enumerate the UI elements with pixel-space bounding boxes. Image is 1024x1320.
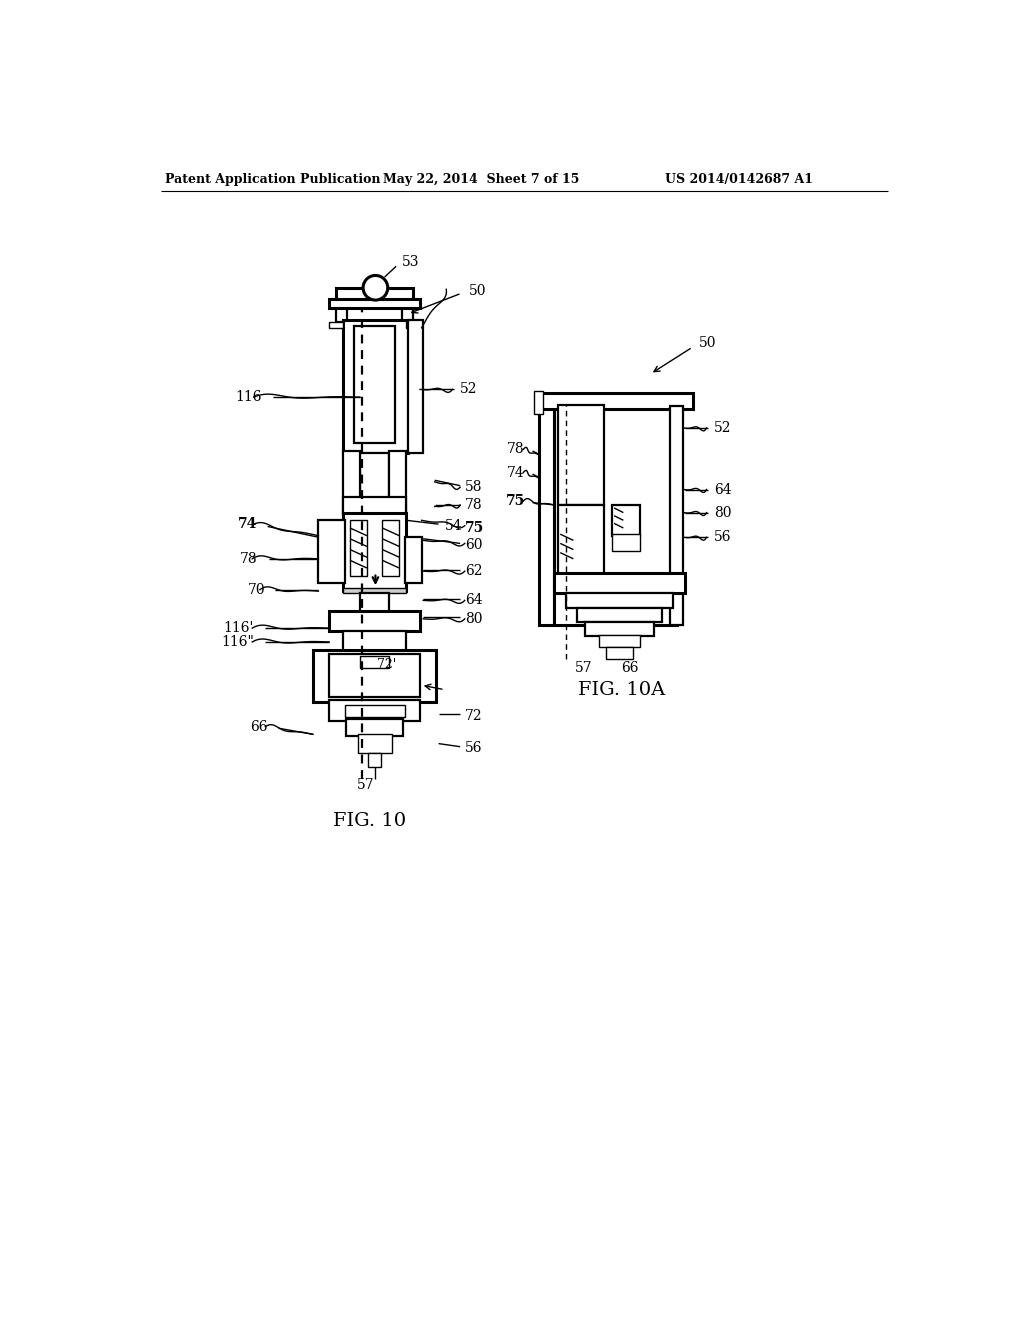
Bar — [343, 512, 407, 591]
Bar — [670, 405, 683, 626]
Text: FIG. 10: FIG. 10 — [333, 812, 406, 829]
Bar — [330, 655, 420, 697]
Bar — [354, 326, 395, 444]
Bar — [389, 451, 407, 515]
Text: 80: 80 — [465, 612, 482, 626]
Bar — [539, 405, 554, 626]
Bar — [330, 611, 420, 631]
Bar — [343, 321, 408, 453]
Bar — [360, 656, 389, 668]
Text: US 2014/0142687 A1: US 2014/0142687 A1 — [665, 173, 813, 186]
Bar — [343, 498, 407, 515]
Bar — [360, 453, 389, 499]
Text: 64: 64 — [714, 483, 732, 496]
Bar — [554, 573, 685, 594]
Bar — [554, 405, 677, 626]
Text: 80: 80 — [714, 506, 732, 520]
Text: 78: 78 — [465, 498, 482, 512]
Text: FIG. 10A: FIG. 10A — [579, 681, 666, 698]
Bar — [318, 520, 345, 583]
Text: 66: 66 — [250, 719, 267, 734]
Bar — [336, 288, 413, 300]
Bar — [343, 451, 360, 515]
Text: 53: 53 — [401, 255, 419, 269]
Text: 116": 116" — [221, 635, 254, 649]
Bar — [539, 393, 692, 409]
Text: 57: 57 — [356, 779, 374, 792]
Bar — [343, 631, 407, 651]
Text: 50: 50 — [469, 284, 486, 298]
Bar — [565, 593, 674, 609]
Text: Patent Application Publication: Patent Application Publication — [165, 173, 381, 186]
Bar — [408, 321, 423, 453]
Text: 54: 54 — [444, 519, 463, 533]
Bar — [585, 622, 654, 636]
Text: 75: 75 — [465, 521, 484, 535]
Bar — [345, 705, 404, 718]
Bar — [606, 647, 633, 659]
Bar — [558, 405, 604, 506]
Bar — [535, 391, 544, 414]
Bar — [330, 298, 420, 308]
Bar — [402, 300, 413, 322]
Text: 58: 58 — [465, 480, 482, 494]
Text: 60: 60 — [465, 539, 482, 552]
Text: 75: 75 — [506, 494, 524, 508]
Text: 70: 70 — [248, 582, 265, 597]
Text: May 22, 2014  Sheet 7 of 15: May 22, 2014 Sheet 7 of 15 — [383, 173, 580, 186]
Bar — [346, 719, 403, 737]
Bar — [369, 752, 381, 767]
Text: 50: 50 — [698, 337, 717, 350]
Bar — [404, 537, 422, 583]
Circle shape — [364, 276, 388, 300]
Bar — [578, 609, 662, 622]
Bar — [599, 635, 640, 647]
Bar — [558, 506, 604, 574]
Bar — [407, 322, 420, 327]
Bar — [357, 734, 391, 752]
Text: 78: 78 — [507, 442, 524, 457]
Bar — [330, 701, 420, 721]
Bar — [382, 520, 399, 576]
Text: 52: 52 — [460, 383, 477, 396]
Text: 56: 56 — [714, 531, 732, 544]
Bar — [330, 322, 343, 327]
Text: 74: 74 — [507, 466, 524, 479]
Bar — [313, 649, 436, 702]
Bar — [343, 589, 407, 593]
Text: 64: 64 — [465, 594, 482, 607]
Text: 56: 56 — [465, 742, 482, 755]
Text: 62: 62 — [465, 564, 482, 578]
Bar — [611, 535, 640, 552]
Text: 116: 116 — [234, 391, 261, 404]
Text: 72: 72 — [465, 709, 482, 723]
Bar — [336, 300, 347, 322]
Text: 57: 57 — [574, 661, 592, 675]
Text: 72': 72' — [377, 657, 396, 671]
Bar — [360, 593, 389, 612]
Text: 74: 74 — [239, 517, 258, 531]
Text: 52: 52 — [714, 421, 732, 434]
Text: 66: 66 — [621, 661, 638, 675]
Text: 78: 78 — [240, 552, 258, 566]
Text: 116': 116' — [223, 622, 254, 635]
Bar — [350, 520, 367, 576]
Bar — [611, 506, 640, 536]
